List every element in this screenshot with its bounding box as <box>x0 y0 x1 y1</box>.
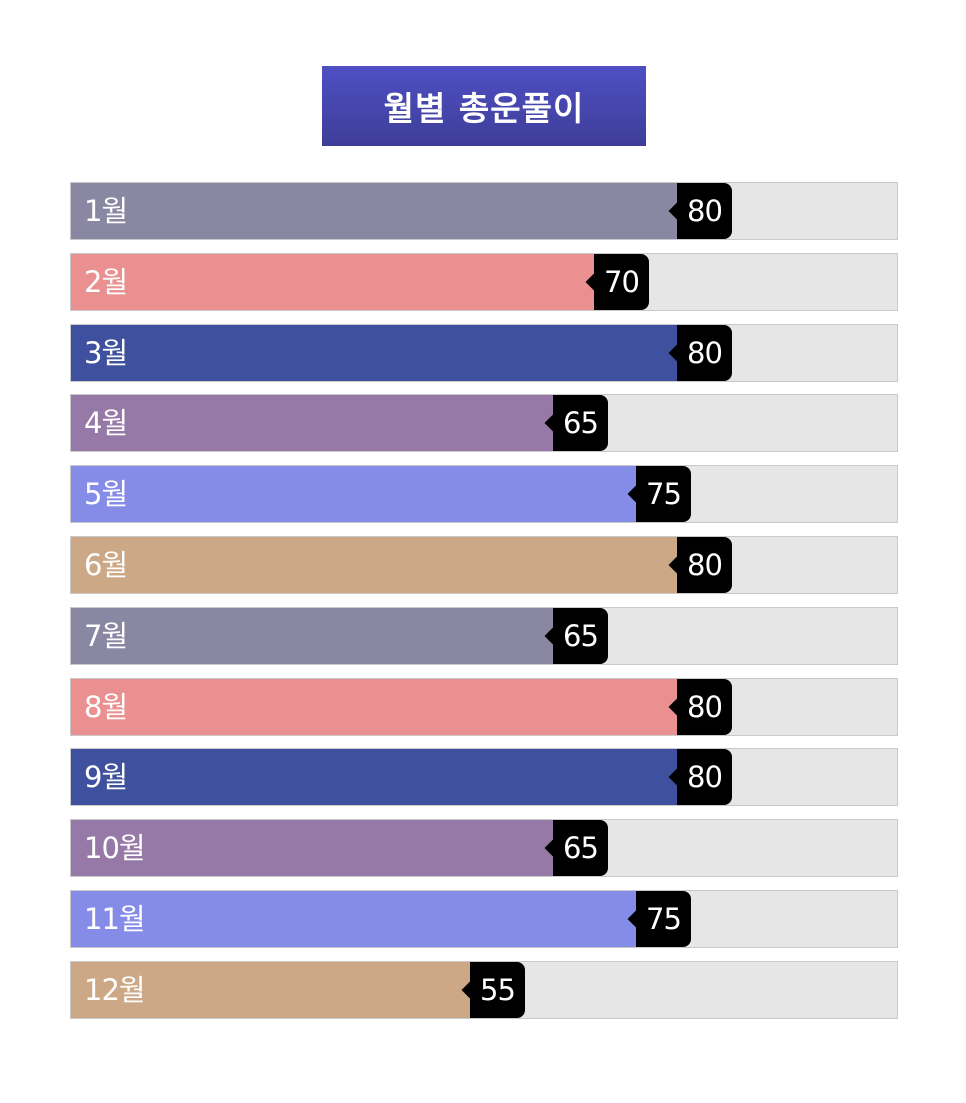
bar-fill <box>71 537 677 593</box>
bar-row: 7월 65 <box>70 607 898 665</box>
bar-fill <box>71 679 677 735</box>
month-label: 7월 <box>84 619 128 653</box>
bar-row: 5월 75 <box>70 465 898 523</box>
month-label: 3월 <box>84 336 128 370</box>
bar-row: 1월 80 <box>70 182 898 240</box>
bar-fill <box>71 962 470 1018</box>
bar-fill <box>71 325 677 381</box>
bar-fill <box>71 254 594 310</box>
bar-fill <box>71 891 636 947</box>
value-label: 80 <box>677 537 732 593</box>
bar-row: 12월 55 <box>70 961 898 1019</box>
bar-row: 6월 80 <box>70 536 898 594</box>
value-label: 80 <box>677 679 732 735</box>
bar-row: 10월 65 <box>70 819 898 877</box>
month-label: 4월 <box>84 406 128 440</box>
value-label: 75 <box>636 891 691 947</box>
value-label: 80 <box>677 749 732 805</box>
bar-row: 2월 70 <box>70 253 898 311</box>
value-label: 70 <box>594 254 649 310</box>
month-label: 9월 <box>84 760 128 794</box>
bar-fill <box>71 395 553 451</box>
bar-row: 9월 80 <box>70 748 898 806</box>
value-label: 55 <box>470 962 525 1018</box>
bar-fill <box>71 466 636 522</box>
bar-fill <box>71 749 677 805</box>
month-label: 2월 <box>84 265 128 299</box>
value-label: 65 <box>553 608 608 664</box>
month-label: 12월 <box>84 973 146 1007</box>
month-label: 6월 <box>84 548 128 582</box>
month-label: 11월 <box>84 902 146 936</box>
bar-row: 8월 80 <box>70 678 898 736</box>
month-label: 8월 <box>84 690 128 724</box>
bar-row: 11월 75 <box>70 890 898 948</box>
chart-title: 월별 총운풀이 <box>322 66 646 146</box>
month-label: 5월 <box>84 477 128 511</box>
bar-fill <box>71 820 553 876</box>
bar-fill <box>71 183 677 239</box>
value-label: 80 <box>677 183 732 239</box>
value-label: 75 <box>636 466 691 522</box>
value-label: 80 <box>677 325 732 381</box>
bar-row: 3월 80 <box>70 324 898 382</box>
value-label: 65 <box>553 395 608 451</box>
month-label: 1월 <box>84 194 128 228</box>
bar-row: 4월 65 <box>70 394 898 452</box>
value-label: 65 <box>553 820 608 876</box>
month-label: 10월 <box>84 831 146 865</box>
bar-fill <box>71 608 553 664</box>
